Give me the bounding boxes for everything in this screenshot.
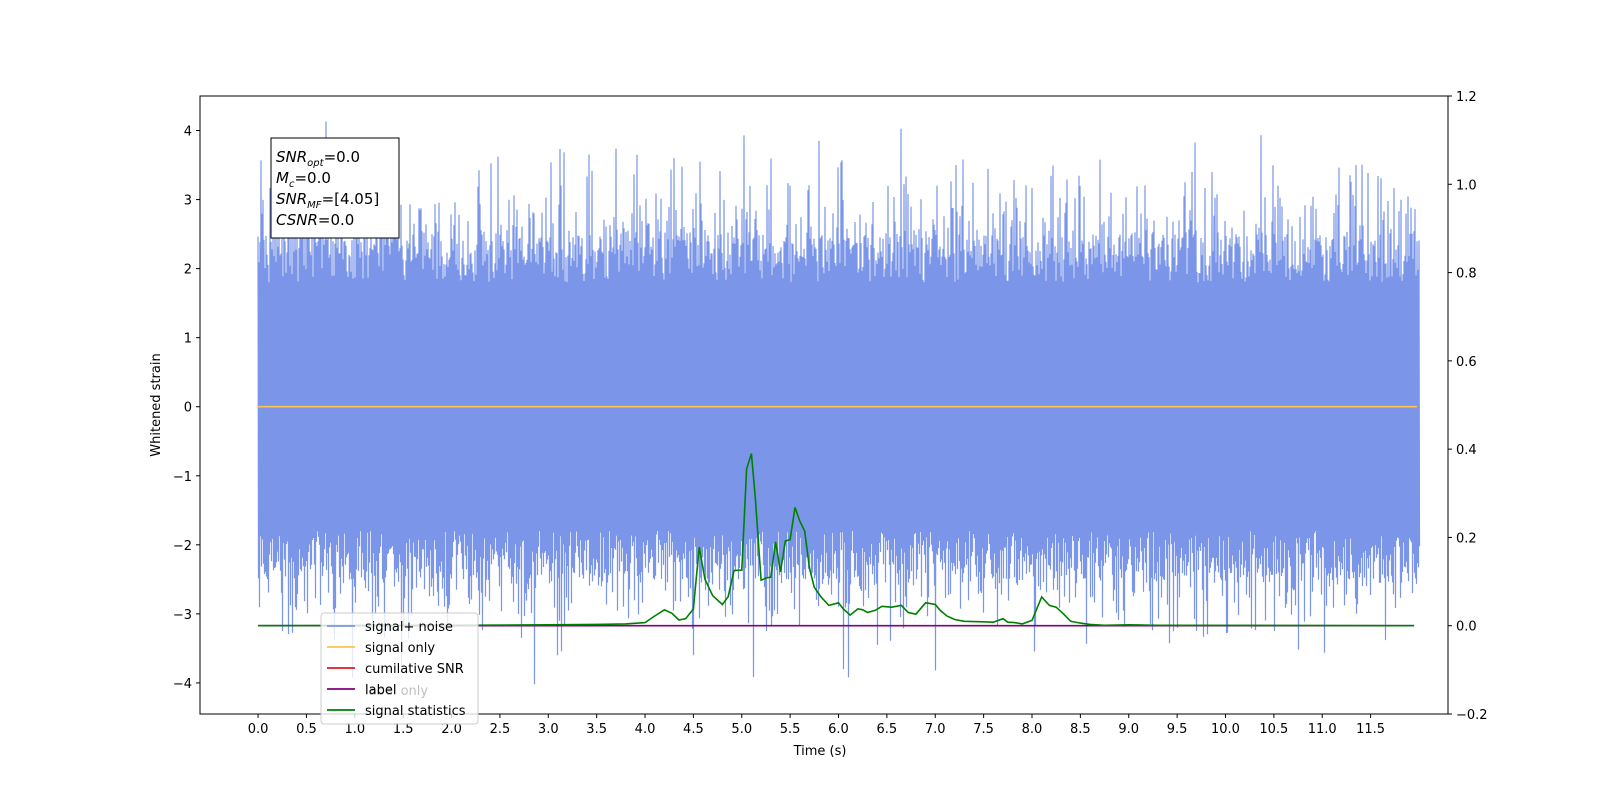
signal-statistics-line [257, 453, 1415, 627]
x-tick-label: 6.5 [877, 722, 898, 737]
x-tick-label: 5.0 [731, 722, 752, 737]
y-tick-label: −4 [173, 677, 192, 692]
annotation-value: =[4.05] [322, 190, 380, 208]
x-tick-label: 6.0 [828, 722, 849, 737]
y2-tick-label: 0.0 [1456, 620, 1477, 635]
y2-tick-label: 1.0 [1456, 178, 1477, 193]
annotation-lines: SNRopt=0.0 Mc=0.0 SNRMF=[4.05] CSNR=0.0 [276, 148, 379, 229]
y-tick-label: 3 [184, 194, 192, 209]
x-tick-label: 1.5 [393, 722, 414, 737]
x-tick-label: 8.5 [1070, 722, 1091, 737]
x-tick-label: 10.5 [1259, 722, 1288, 737]
legend-label: cumilative SNR [365, 662, 464, 677]
signal-statistics-series [257, 453, 1415, 627]
y2-tick-label: 1.2 [1456, 90, 1477, 105]
x-tick-label: 3.5 [586, 722, 607, 737]
signal-noise-line [257, 121, 1421, 685]
x-tick-label: 1.0 [344, 722, 365, 737]
annotation-value: =0.0 [324, 148, 360, 166]
legend-label: signal+ noise [365, 620, 453, 635]
x-tick-label: 7.0 [925, 722, 946, 737]
x-tick-label: 11.5 [1356, 722, 1385, 737]
x-tick-label: 2.0 [441, 722, 462, 737]
x-tick-label: 4.5 [683, 722, 704, 737]
y-tick-label: −1 [173, 470, 192, 485]
y2-tick-label: 0.2 [1456, 531, 1477, 546]
annotation-symbol: M [276, 169, 289, 187]
legend-label: label [365, 683, 396, 698]
x-tick-label: 5.5 [780, 722, 801, 737]
legend-label: signal only [365, 641, 435, 656]
legend: label only signal+ noise signal only cumil… [320, 612, 479, 725]
x-tick-label: 7.5 [973, 722, 994, 737]
y-tick-label: 4 [184, 125, 192, 140]
annotation-symbol: CSNR [276, 211, 318, 229]
y2-tick-label: −0.2 [1456, 708, 1488, 723]
annotation-subscript: opt [307, 158, 324, 169]
y-tick-label: 2 [184, 263, 192, 278]
x-axis-label: Time (s) [793, 744, 847, 759]
x-tick-label: 10.0 [1211, 722, 1240, 737]
x-axis: 0.0 0.5 1.0 1.5 2.0 2.5 3.0 3.5 4.0 4.5 5.0 5.5 6.0 6… [248, 714, 1385, 737]
annotation-symbol: SNR [276, 148, 307, 166]
x-tick-label: 11.0 [1308, 722, 1337, 737]
x-tick-label: 8.0 [1022, 722, 1043, 737]
y-tick-label: −2 [173, 539, 192, 554]
y2-tick-label: 0.4 [1456, 443, 1477, 458]
y-tick-label: 0 [184, 401, 192, 416]
annotation-frame [270, 137, 400, 239]
x-tick-label: 4.0 [635, 722, 656, 737]
y-axis-label: Whitened strain [149, 353, 164, 456]
x-tick-label: 2.5 [490, 722, 511, 737]
y2-tick-label: 0.8 [1456, 267, 1477, 282]
y-tick-label: 1 [184, 332, 192, 347]
x-tick-label: 0.5 [296, 722, 317, 737]
plot-frame [199, 95, 1449, 715]
y2-tick-label: 0.6 [1456, 355, 1477, 370]
annotation-value: =0.0 [294, 169, 330, 187]
x-tick-label: 9.0 [1118, 722, 1139, 737]
y-tick-label: −3 [173, 608, 192, 623]
x-tick-label: 3.0 [538, 722, 559, 737]
legend-items: signal+ noise signal only cumilative SNR la… [327, 620, 466, 719]
x-tick-label: 0.0 [248, 722, 269, 737]
legend-hidden-label: label only [365, 684, 428, 699]
legend-frame [320, 612, 479, 725]
signal-noise-series [257, 121, 1421, 685]
annotation-value: =0.0 [318, 211, 354, 229]
annotation-subscript: c [289, 179, 295, 190]
x-tick-label: 9.5 [1167, 722, 1188, 737]
legend-label: signal statistics [365, 704, 466, 719]
annotation-symbol: SNR [276, 190, 307, 208]
y-axis-right: 1.2 1.0 0.8 0.6 0.4 0.2 0.0 −0.2 [1448, 90, 1488, 723]
stats-annotation-box: SNRopt=0.0 Mc=0.0 SNRMF=[4.05] CSNR=0.0 [270, 137, 400, 239]
y-axis-left: 4 3 2 1 0 −1 −2 −3 −4 [173, 125, 200, 692]
annotation-subscript: MF [307, 200, 322, 211]
